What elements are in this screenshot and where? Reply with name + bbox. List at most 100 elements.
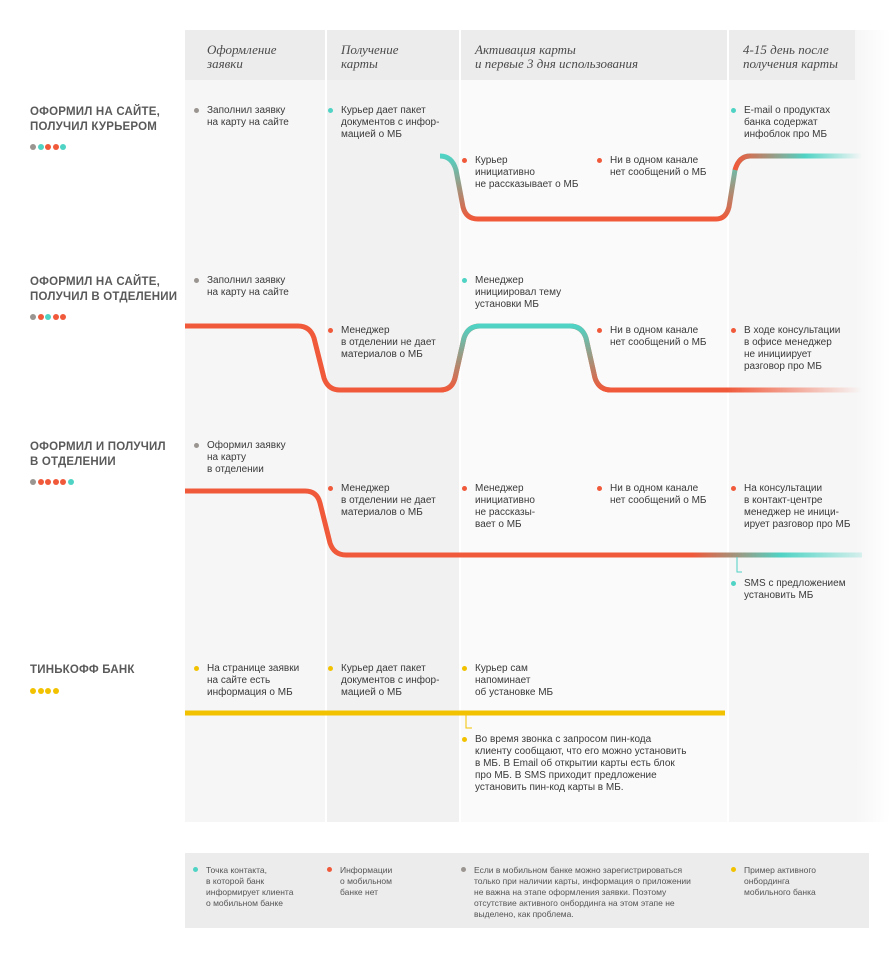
- note-text: Ни в одном канале нет сообщений о МБ: [610, 483, 707, 506]
- note-text: Менеджер инициативно не рассказы- вает о…: [475, 483, 536, 530]
- note: Менеджер в отделении не дает материалов …: [328, 325, 436, 361]
- status-dot: [30, 314, 36, 320]
- bullet-dot: [597, 328, 602, 333]
- row-dots-site-branch: [30, 307, 68, 320]
- note: Менеджер инициировал тему установки МБ: [462, 275, 562, 311]
- legend-text: Если в мобильном банке можно зарегистрир…: [474, 865, 691, 919]
- status-dot: [60, 144, 66, 150]
- status-dot: [60, 479, 66, 485]
- legend-item: Точка контакта, в которой банк информиру…: [193, 865, 294, 909]
- row-label-site-branch: ОФОРМИЛ НА САЙТЕ, ПОЛУЧИЛ В ОТДЕЛЕНИИ: [30, 276, 178, 303]
- note: Заполнил заявку на карту на сайте: [194, 105, 289, 129]
- note: В ходе консультации в офисе менеджер не …: [731, 325, 840, 373]
- note-text: На консультации в контакт-центре менедже…: [744, 483, 851, 530]
- column-title: 4-15 день после получения карты: [743, 42, 838, 71]
- row-label-site-courier: ОФОРМИЛ НА САЙТЕ, ПОЛУЧИЛ КУРЬЕРОМ: [30, 106, 161, 133]
- note: Ни в одном канале нет сообщений о МБ: [597, 325, 707, 349]
- bullet-dot: [462, 278, 467, 283]
- note: Заполнил заявку на карту на сайте: [194, 275, 289, 299]
- status-dot: [52, 144, 59, 150]
- status-dot: [45, 479, 51, 485]
- note-text: Ни в одном канале нет сообщений о МБ: [610, 155, 707, 178]
- note-text: E-mail о продуктах банка содержат инфобл…: [744, 105, 831, 140]
- note-text: Заполнил заявку на карту на сайте: [207, 275, 289, 298]
- note: Менеджер в отделении не дает материалов …: [328, 483, 436, 519]
- bullet-dot: [328, 666, 333, 671]
- status-dot: [45, 144, 51, 150]
- row3-sms-connector: [736, 557, 742, 573]
- bullet-dot: [731, 486, 736, 491]
- row-dots-branch-branch: [30, 472, 75, 485]
- bullet-dot: [327, 867, 332, 872]
- bullet-dot: [731, 108, 736, 113]
- status-dot: [45, 314, 51, 320]
- note-text: Заполнил заявку на карту на сайте: [207, 105, 289, 128]
- column-title: Активация карты и первые 3 дня использов…: [475, 42, 639, 71]
- legend-item: Информации о мобильном банке нет: [327, 865, 393, 898]
- column-header-application: Оформление заявки: [185, 30, 325, 80]
- status-dot: [30, 479, 36, 485]
- row-dots-tinkoff: [30, 681, 60, 694]
- legend-item: Пример активного онбординга мобильного б…: [731, 865, 817, 898]
- row-dots-site-courier: [30, 137, 68, 150]
- row3-line: [185, 488, 862, 558]
- note: SMS с предложением установить МБ: [731, 578, 846, 602]
- legend-item: Если в мобильном банке можно зарегистрир…: [461, 865, 691, 920]
- bullet-dot: [462, 158, 467, 163]
- column-title: Получение карты: [341, 42, 399, 71]
- bullet-dot: [193, 867, 198, 872]
- column-bg-activation: [461, 30, 727, 822]
- note-text: Оформил заявку на карту в отделении: [207, 440, 286, 475]
- column-fade: [855, 30, 890, 822]
- bullet-dot: [194, 278, 199, 283]
- row-label-branch-branch: ОФОРМИЛ И ПОЛУЧИЛ В ОТДЕЛЕНИИ: [30, 441, 166, 468]
- status-dot: [37, 479, 44, 485]
- note-text: Курьер инициативно не рассказывает о МБ: [475, 155, 579, 190]
- bullet-dot: [328, 328, 333, 333]
- column-header-activation: Активация карты и первые 3 дня использов…: [461, 30, 727, 80]
- legend-text: Информации о мобильном банке нет: [340, 865, 393, 897]
- status-dot: [60, 314, 66, 320]
- note: Оформил заявку на карту в отделении: [194, 440, 286, 476]
- column-bg-receiving: [327, 30, 459, 822]
- note: Ни в одном канале нет сообщений о МБ: [597, 483, 707, 507]
- bullet-dot: [731, 328, 736, 333]
- note: Во время звонка с запросом пин-кода клие…: [462, 734, 687, 794]
- note-text: SMS с предложением установить МБ: [744, 578, 846, 601]
- legend: Точка контакта, в которой банк информиру…: [185, 853, 869, 928]
- bullet-dot: [328, 108, 333, 113]
- note: Менеджер инициативно не рассказы- вает о…: [462, 483, 536, 531]
- note: На консультации в контакт-центре менедже…: [731, 483, 851, 531]
- note-text: Менеджер в отделении не дает материалов …: [341, 325, 436, 360]
- bullet-dot: [597, 158, 602, 163]
- legend-text: Пример активного онбординга мобильного б…: [744, 865, 817, 897]
- note-text: Менеджер в отделении не дает материалов …: [341, 483, 436, 518]
- row1-line-segment: [732, 153, 862, 171]
- column-bg-days-4-15: [729, 30, 855, 822]
- note: Курьер дает пакет документов с инфор- ма…: [328, 663, 440, 699]
- status-dot: [37, 144, 44, 150]
- legend-text: Точка контакта, в которой банк информиру…: [206, 865, 294, 908]
- column-bg-application: [185, 30, 325, 822]
- bullet-dot: [597, 486, 602, 491]
- note-text: Во время звонка с запросом пин-кода клие…: [475, 734, 687, 793]
- note: На странице заявки на сайте есть информа…: [194, 663, 299, 699]
- status-dot: [37, 688, 44, 694]
- note: Курьер дает пакет документов с инфор- ма…: [328, 105, 439, 141]
- status-dot: [67, 479, 74, 485]
- status-dot: [30, 688, 36, 694]
- bullet-dot: [462, 737, 467, 742]
- status-dot: [37, 314, 44, 320]
- note: Курьер сам напоминает об установке МБ: [462, 663, 553, 699]
- row4-note-connector: [465, 715, 472, 729]
- status-dot: [52, 479, 59, 485]
- note-text: Менеджер инициировал тему установки МБ: [475, 275, 562, 310]
- column-title: Оформление заявки: [207, 42, 277, 71]
- note-text: Ни в одном канале нет сообщений о МБ: [610, 325, 707, 348]
- column-header-receiving: Получение карты: [327, 30, 459, 80]
- note-text: Курьер дает пакет документов с инфор- ма…: [341, 663, 440, 698]
- status-dot: [52, 314, 59, 320]
- bullet-dot: [194, 443, 199, 448]
- bullet-dot: [461, 867, 466, 872]
